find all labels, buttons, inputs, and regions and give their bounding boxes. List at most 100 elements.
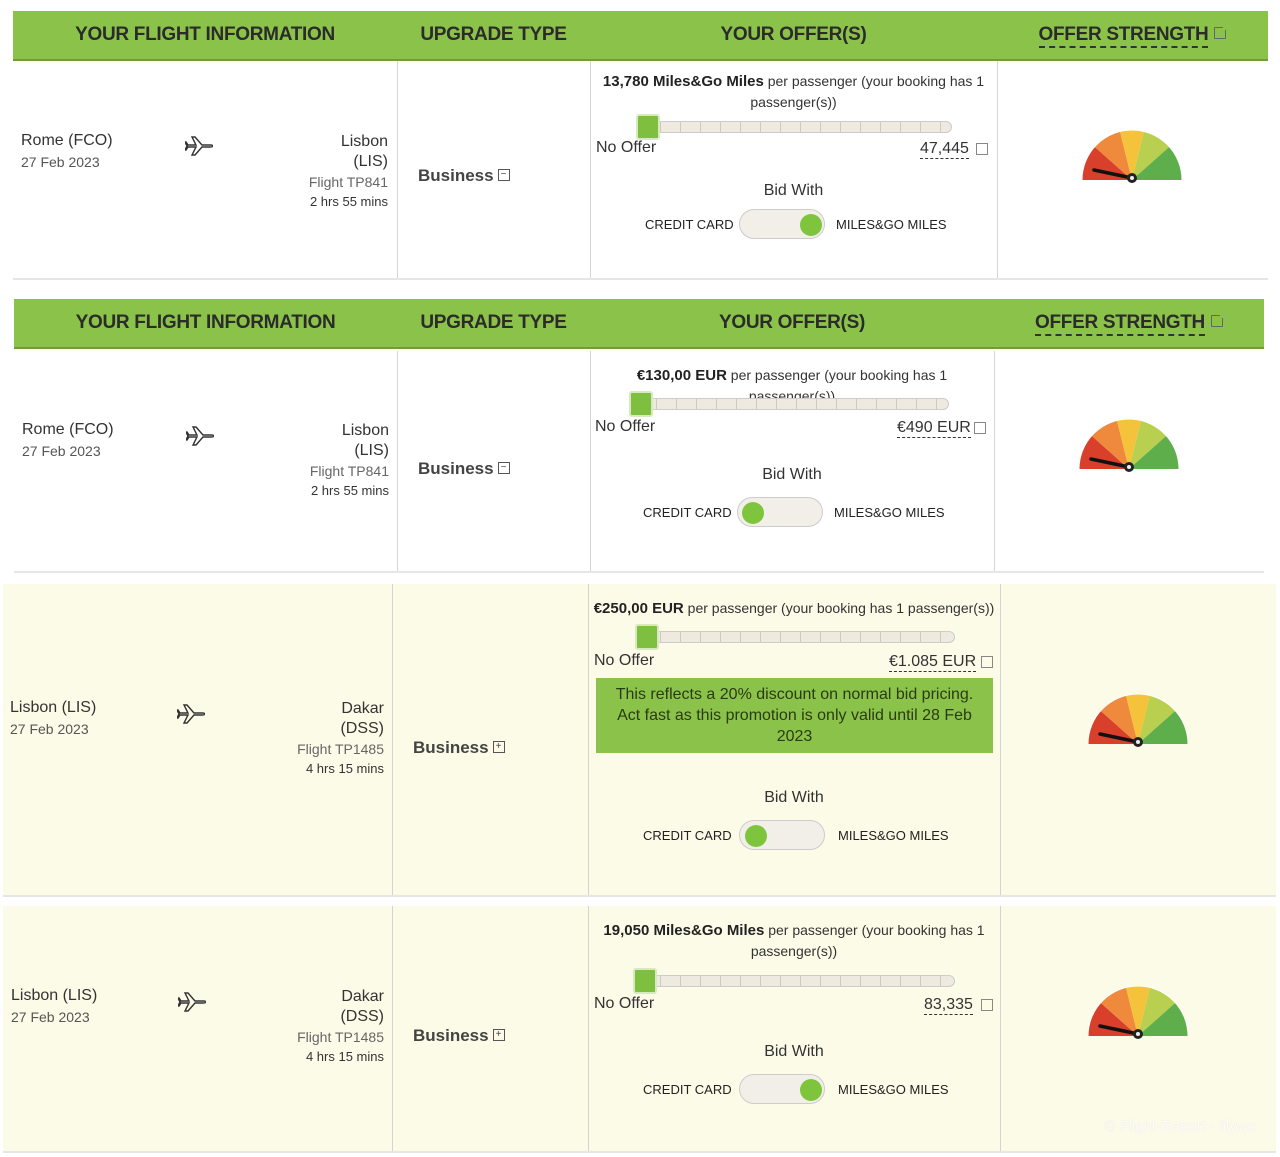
flight-date: 27 Feb 2023 (21, 154, 100, 170)
table-header-2: YOUR FLIGHT INFORMATION UPGRADE TYPE YOU… (14, 299, 1264, 349)
toggle-knob[interactable] (745, 825, 767, 847)
no-offer-label: No Offer (595, 418, 656, 435)
upgrade-type[interactable]: Business − (418, 459, 510, 479)
origin: Lisbon (LIS) 27 Feb 2023 (11, 987, 97, 1025)
header-offers: YOUR OFFER(S) (719, 312, 865, 333)
info-icon[interactable] (981, 656, 993, 668)
info-icon[interactable] (976, 143, 988, 155)
no-offer-label: No Offer (596, 139, 657, 156)
flight-duration: 4 hrs 15 mins (305, 761, 384, 776)
info-icon[interactable] (1210, 312, 1225, 327)
header-offer-strength[interactable]: OFFER STRENGTH (994, 299, 1264, 347)
origin-city: Rome (FCO) (21, 132, 113, 149)
dest-code: (LIS) (353, 153, 388, 170)
offer-amount: 13,780 Miles&Go Miles (602, 73, 764, 90)
upgrade-type[interactable]: Business + (413, 1026, 505, 1046)
offer-amount: €250,00 EUR (593, 600, 684, 617)
slider-handle[interactable] (629, 391, 653, 417)
plus-box-icon[interactable]: + (492, 1028, 505, 1041)
toggle-knob[interactable] (742, 502, 764, 524)
toggle-knob[interactable] (800, 214, 822, 236)
info-icon[interactable] (981, 999, 993, 1011)
upgrade-type[interactable]: Business − (418, 166, 510, 186)
promo-banner: This reflects a 20% discount on normal b… (596, 678, 993, 753)
table-row: Lisbon (LIS) 27 Feb 2023 Dakar (DSS) Fli… (3, 584, 1276, 897)
origin-city: Lisbon (LIS) (11, 987, 98, 1004)
no-offer-label: No Offer (594, 652, 655, 669)
upgrade-label: Business (418, 166, 494, 185)
flight-duration: 2 hrs 55 mins (310, 483, 389, 498)
miles-label[interactable]: MILES&GO MILES (834, 505, 945, 520)
payment-toggle[interactable] (737, 497, 823, 527)
bid-with-label: Bid With (764, 789, 824, 806)
max-offer-value[interactable]: 47,445 (920, 140, 969, 159)
offer-slider[interactable] (639, 631, 955, 643)
offer-slider[interactable] (639, 121, 952, 133)
strength-gauge-icon (1081, 129, 1183, 183)
upgrade-label: Business (413, 738, 489, 757)
origin: Lisbon (LIS) 27 Feb 2023 (10, 699, 96, 737)
credit-card-label[interactable]: CREDIT CARD (643, 1082, 732, 1097)
flight-number: Flight TP841 (309, 463, 389, 479)
slider-handle[interactable] (635, 624, 659, 650)
bid-with-label: Bid With (763, 182, 824, 199)
miles-label[interactable]: MILES&GO MILES (838, 828, 949, 843)
destination: Dakar (DSS) Flight TP1485 4 hrs 15 mins (264, 699, 384, 779)
upgrade-label: Business (413, 1026, 489, 1045)
max-offer-value[interactable]: 83,335 (924, 996, 973, 1015)
offer-slider[interactable] (635, 398, 949, 410)
flight-duration: 2 hrs 55 mins (309, 194, 388, 209)
dest-code: (DSS) (340, 720, 384, 737)
origin-city: Lisbon (LIS) (10, 699, 97, 716)
header-offer-strength[interactable]: OFFER STRENGTH (997, 11, 1268, 59)
max-offer-value[interactable]: €1.085 EUR (889, 653, 977, 672)
offer-description: €250,00 EUR per passenger (your booking … (590, 598, 998, 619)
offer-suffix: per passenger (your booking has 1 passen… (683, 600, 995, 616)
credit-card-label[interactable]: CREDIT CARD (643, 828, 732, 843)
flight-date: 27 Feb 2023 (11, 1009, 90, 1025)
strength-gauge-icon (1087, 693, 1189, 747)
info-icon[interactable] (1214, 24, 1229, 39)
table-header-1: YOUR FLIGHT INFORMATION UPGRADE TYPE YOU… (13, 11, 1268, 61)
offer-suffix: per passenger (your booking has 1 passen… (750, 73, 985, 110)
origin: Rome (FCO) 27 Feb 2023 (22, 421, 114, 459)
dest-city: Dakar (341, 988, 384, 1005)
offer-amount: 19,050 Miles&Go Miles (603, 922, 765, 939)
offer-strength-link[interactable]: OFFER STRENGTH (1035, 312, 1205, 336)
airplane-icon (185, 136, 213, 156)
flight-number: Flight TP841 (308, 174, 388, 190)
minus-box-icon[interactable]: − (497, 168, 510, 181)
bid-with-label: Bid With (762, 466, 822, 483)
offer-description: 19,050 Miles&Go Miles per passenger (you… (598, 920, 990, 961)
destination: Lisbon (LIS) Flight TP841 2 hrs 55 mins (268, 132, 388, 212)
payment-toggle[interactable] (739, 209, 825, 239)
destination: Dakar (DSS) Flight TP1485 4 hrs 15 mins (264, 987, 384, 1067)
credit-card-label[interactable]: CREDIT CARD (643, 505, 732, 520)
max-offer-value[interactable]: €490 EUR (897, 419, 971, 438)
header-upgrade-type: UPGRADE TYPE (420, 312, 567, 333)
payment-toggle[interactable] (739, 820, 825, 850)
airplane-icon (177, 704, 205, 724)
header-offers: YOUR OFFER(S) (720, 24, 867, 45)
info-icon[interactable] (974, 422, 986, 434)
miles-label[interactable]: MILES&GO MILES (836, 217, 947, 232)
slider-handle[interactable] (636, 114, 660, 140)
credit-card-label[interactable]: CREDIT CARD (645, 217, 734, 232)
flight-duration: 4 hrs 15 mins (305, 1049, 384, 1064)
offer-strength-link[interactable]: OFFER STRENGTH (1038, 24, 1209, 48)
dest-city: Dakar (341, 700, 384, 717)
payment-toggle[interactable] (739, 1074, 825, 1104)
header-flight-info: YOUR FLIGHT INFORMATION (75, 24, 335, 45)
plus-box-icon[interactable]: + (492, 740, 505, 753)
dest-code: (LIS) (354, 442, 389, 459)
toggle-knob[interactable] (800, 1079, 822, 1101)
upgrade-type[interactable]: Business + (413, 738, 505, 758)
offer-slider[interactable] (639, 975, 955, 987)
airplane-icon (178, 992, 206, 1012)
no-offer-label: No Offer (594, 995, 655, 1012)
slider-handle[interactable] (633, 968, 657, 994)
dest-code: (DSS) (340, 1008, 384, 1025)
minus-box-icon[interactable]: − (497, 461, 510, 474)
flight-date: 27 Feb 2023 (10, 721, 89, 737)
miles-label[interactable]: MILES&GO MILES (838, 1082, 949, 1097)
